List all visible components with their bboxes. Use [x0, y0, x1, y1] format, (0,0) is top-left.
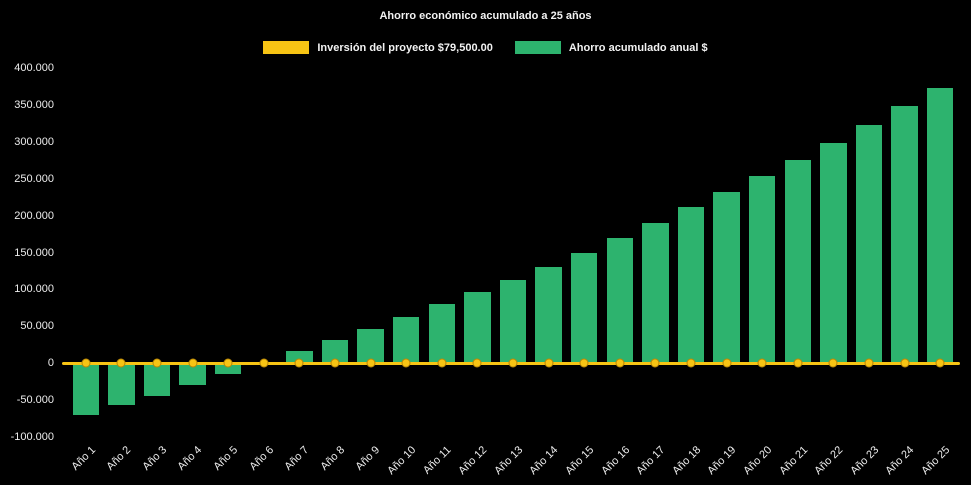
bar	[499, 279, 527, 364]
x-axis-label: Año 15	[563, 444, 597, 478]
bar	[571, 252, 598, 364]
bar	[606, 237, 633, 364]
bar	[357, 328, 384, 364]
legend-item-investment: Inversión del proyecto $79,500.00	[263, 41, 493, 54]
bar	[927, 87, 954, 364]
bar	[143, 363, 171, 396]
bar	[891, 106, 918, 364]
plot-area	[62, 68, 960, 437]
x-axis-label: Año 10	[385, 444, 419, 478]
y-axis-label: -50.000	[16, 394, 54, 407]
legend: Inversión del proyecto $79,500.00 Ahorro…	[0, 41, 971, 54]
x-axis-label: Año 19	[705, 444, 739, 478]
x-axis-label: Año 3	[140, 444, 170, 473]
x-axis-label: Año 13	[491, 444, 526, 478]
y-axis-label: 400.000	[14, 62, 54, 74]
line-marker-icon	[81, 358, 91, 368]
line-marker-icon	[116, 358, 126, 368]
y-axis-label: 100.000	[14, 283, 54, 296]
y-axis-label: 350.000	[14, 98, 54, 111]
bar	[535, 266, 562, 364]
line-marker-icon	[722, 358, 732, 368]
y-axis-label: 150.000	[14, 246, 54, 259]
bar	[72, 363, 99, 415]
bar	[286, 351, 313, 364]
line-marker-icon	[935, 358, 945, 368]
y-axis-label: -100.000	[10, 431, 54, 443]
line-marker-icon	[259, 358, 269, 368]
x-axis-label: Año 22	[812, 444, 846, 478]
line-marker-icon	[900, 358, 910, 368]
bar	[428, 304, 455, 364]
line-marker-icon	[152, 358, 162, 368]
bar	[713, 191, 740, 364]
bar	[464, 291, 491, 364]
line-marker-icon	[401, 358, 411, 368]
x-axis-label: Año 16	[598, 444, 632, 478]
savings-swatch-icon	[514, 41, 561, 54]
line-marker-icon	[508, 358, 518, 368]
line-marker-icon	[437, 358, 447, 368]
x-axis-label: Año 9	[353, 444, 383, 473]
y-axis-label: 200.000	[14, 209, 54, 222]
line-marker-icon	[544, 358, 554, 368]
line-marker-icon	[793, 358, 803, 368]
bar	[855, 124, 883, 364]
x-axis-label: Año 17	[634, 444, 668, 478]
x-axis-label: Año 2	[104, 444, 134, 473]
line-marker-icon	[828, 358, 838, 368]
y-axis-label: 250.000	[14, 172, 54, 185]
line-marker-icon	[366, 358, 376, 368]
x-axis-label: Año 4	[175, 444, 205, 473]
x-axis-label: Año 25	[919, 444, 953, 478]
bar	[642, 222, 669, 364]
investment-swatch-icon	[263, 41, 310, 54]
line-marker-icon	[472, 358, 482, 368]
x-axis-label: Año 23	[847, 444, 882, 478]
bar	[677, 207, 705, 364]
x-axis-label: Año 12	[456, 444, 490, 478]
y-axis-label: 50.000	[20, 320, 54, 333]
line-marker-icon	[686, 358, 696, 368]
line-marker-icon	[294, 358, 304, 368]
x-axis-label: Año 8	[318, 444, 348, 473]
line-marker-icon	[615, 358, 625, 368]
line-marker-icon	[579, 358, 589, 368]
x-axis-label: Año 6	[247, 444, 276, 473]
x-axis-label: Año 14	[527, 444, 561, 478]
x-axis-label: Año 11	[421, 444, 454, 477]
x-axis-label: Año 20	[741, 444, 775, 478]
line-marker-icon	[330, 358, 340, 368]
x-axis-label: Año 5	[211, 444, 241, 473]
bar	[820, 142, 847, 364]
line-marker-icon	[757, 358, 767, 368]
chart-title: Ahorro económico acumulado a 25 años	[379, 10, 592, 22]
line-marker-icon	[188, 358, 198, 368]
line-marker-icon	[864, 358, 874, 368]
x-axis-label: Año 1	[69, 444, 98, 473]
bar	[179, 363, 206, 386]
bar	[393, 316, 420, 364]
y-axis-label: 300.000	[14, 135, 54, 148]
line-marker-icon	[223, 358, 233, 368]
bar	[749, 175, 776, 364]
bar	[784, 159, 811, 364]
x-axis-label: Año 24	[883, 444, 917, 478]
bar	[321, 340, 349, 364]
legend-label-savings: Ahorro acumulado anual $	[568, 41, 708, 54]
x-axis-label: Año 18	[669, 444, 704, 478]
y-axis: 400.000 350.000 300.000 250.000 200.000 150.0…	[0, 62, 58, 443]
x-axis: Año 1 Año 2 Año 3 Año 4 Año 5 Año 6 Año 7 Año 8…	[68, 441, 958, 485]
bar	[108, 363, 135, 406]
bar	[215, 363, 242, 375]
y-axis-label: 0	[47, 357, 54, 370]
legend-label-investment: Inversión del proyecto $79,500.00	[317, 41, 493, 54]
x-axis-label: Año 7	[282, 444, 312, 473]
legend-item-savings: Ahorro acumulado anual $	[514, 41, 708, 54]
x-axis-label: Año 21	[776, 444, 810, 478]
line-marker-icon	[650, 358, 660, 368]
